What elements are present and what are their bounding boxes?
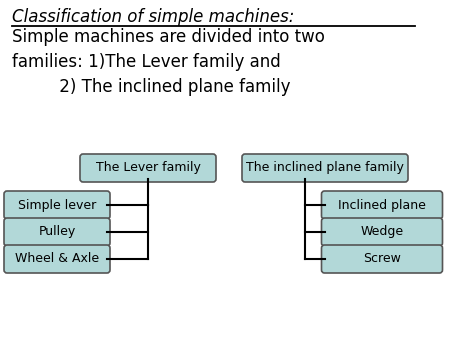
FancyBboxPatch shape: [242, 154, 408, 182]
FancyBboxPatch shape: [321, 245, 442, 273]
FancyBboxPatch shape: [4, 245, 110, 273]
FancyBboxPatch shape: [80, 154, 216, 182]
Text: 2) The inclined plane family: 2) The inclined plane family: [12, 78, 291, 96]
Text: Wedge: Wedge: [360, 225, 404, 239]
Text: Simple machines are divided into two: Simple machines are divided into two: [12, 28, 325, 46]
FancyBboxPatch shape: [321, 218, 442, 246]
Text: families: 1)The Lever family and: families: 1)The Lever family and: [12, 53, 281, 71]
Text: Simple lever: Simple lever: [18, 198, 96, 212]
Text: The Lever family: The Lever family: [95, 162, 200, 174]
Text: Inclined plane: Inclined plane: [338, 198, 426, 212]
Text: The inclined plane family: The inclined plane family: [246, 162, 404, 174]
FancyBboxPatch shape: [4, 218, 110, 246]
FancyBboxPatch shape: [321, 191, 442, 219]
Text: Screw: Screw: [363, 252, 401, 266]
Text: Classification of simple machines:: Classification of simple machines:: [12, 8, 294, 26]
Text: Wheel & Axle: Wheel & Axle: [15, 252, 99, 266]
FancyBboxPatch shape: [4, 191, 110, 219]
Text: Pulley: Pulley: [38, 225, 76, 239]
